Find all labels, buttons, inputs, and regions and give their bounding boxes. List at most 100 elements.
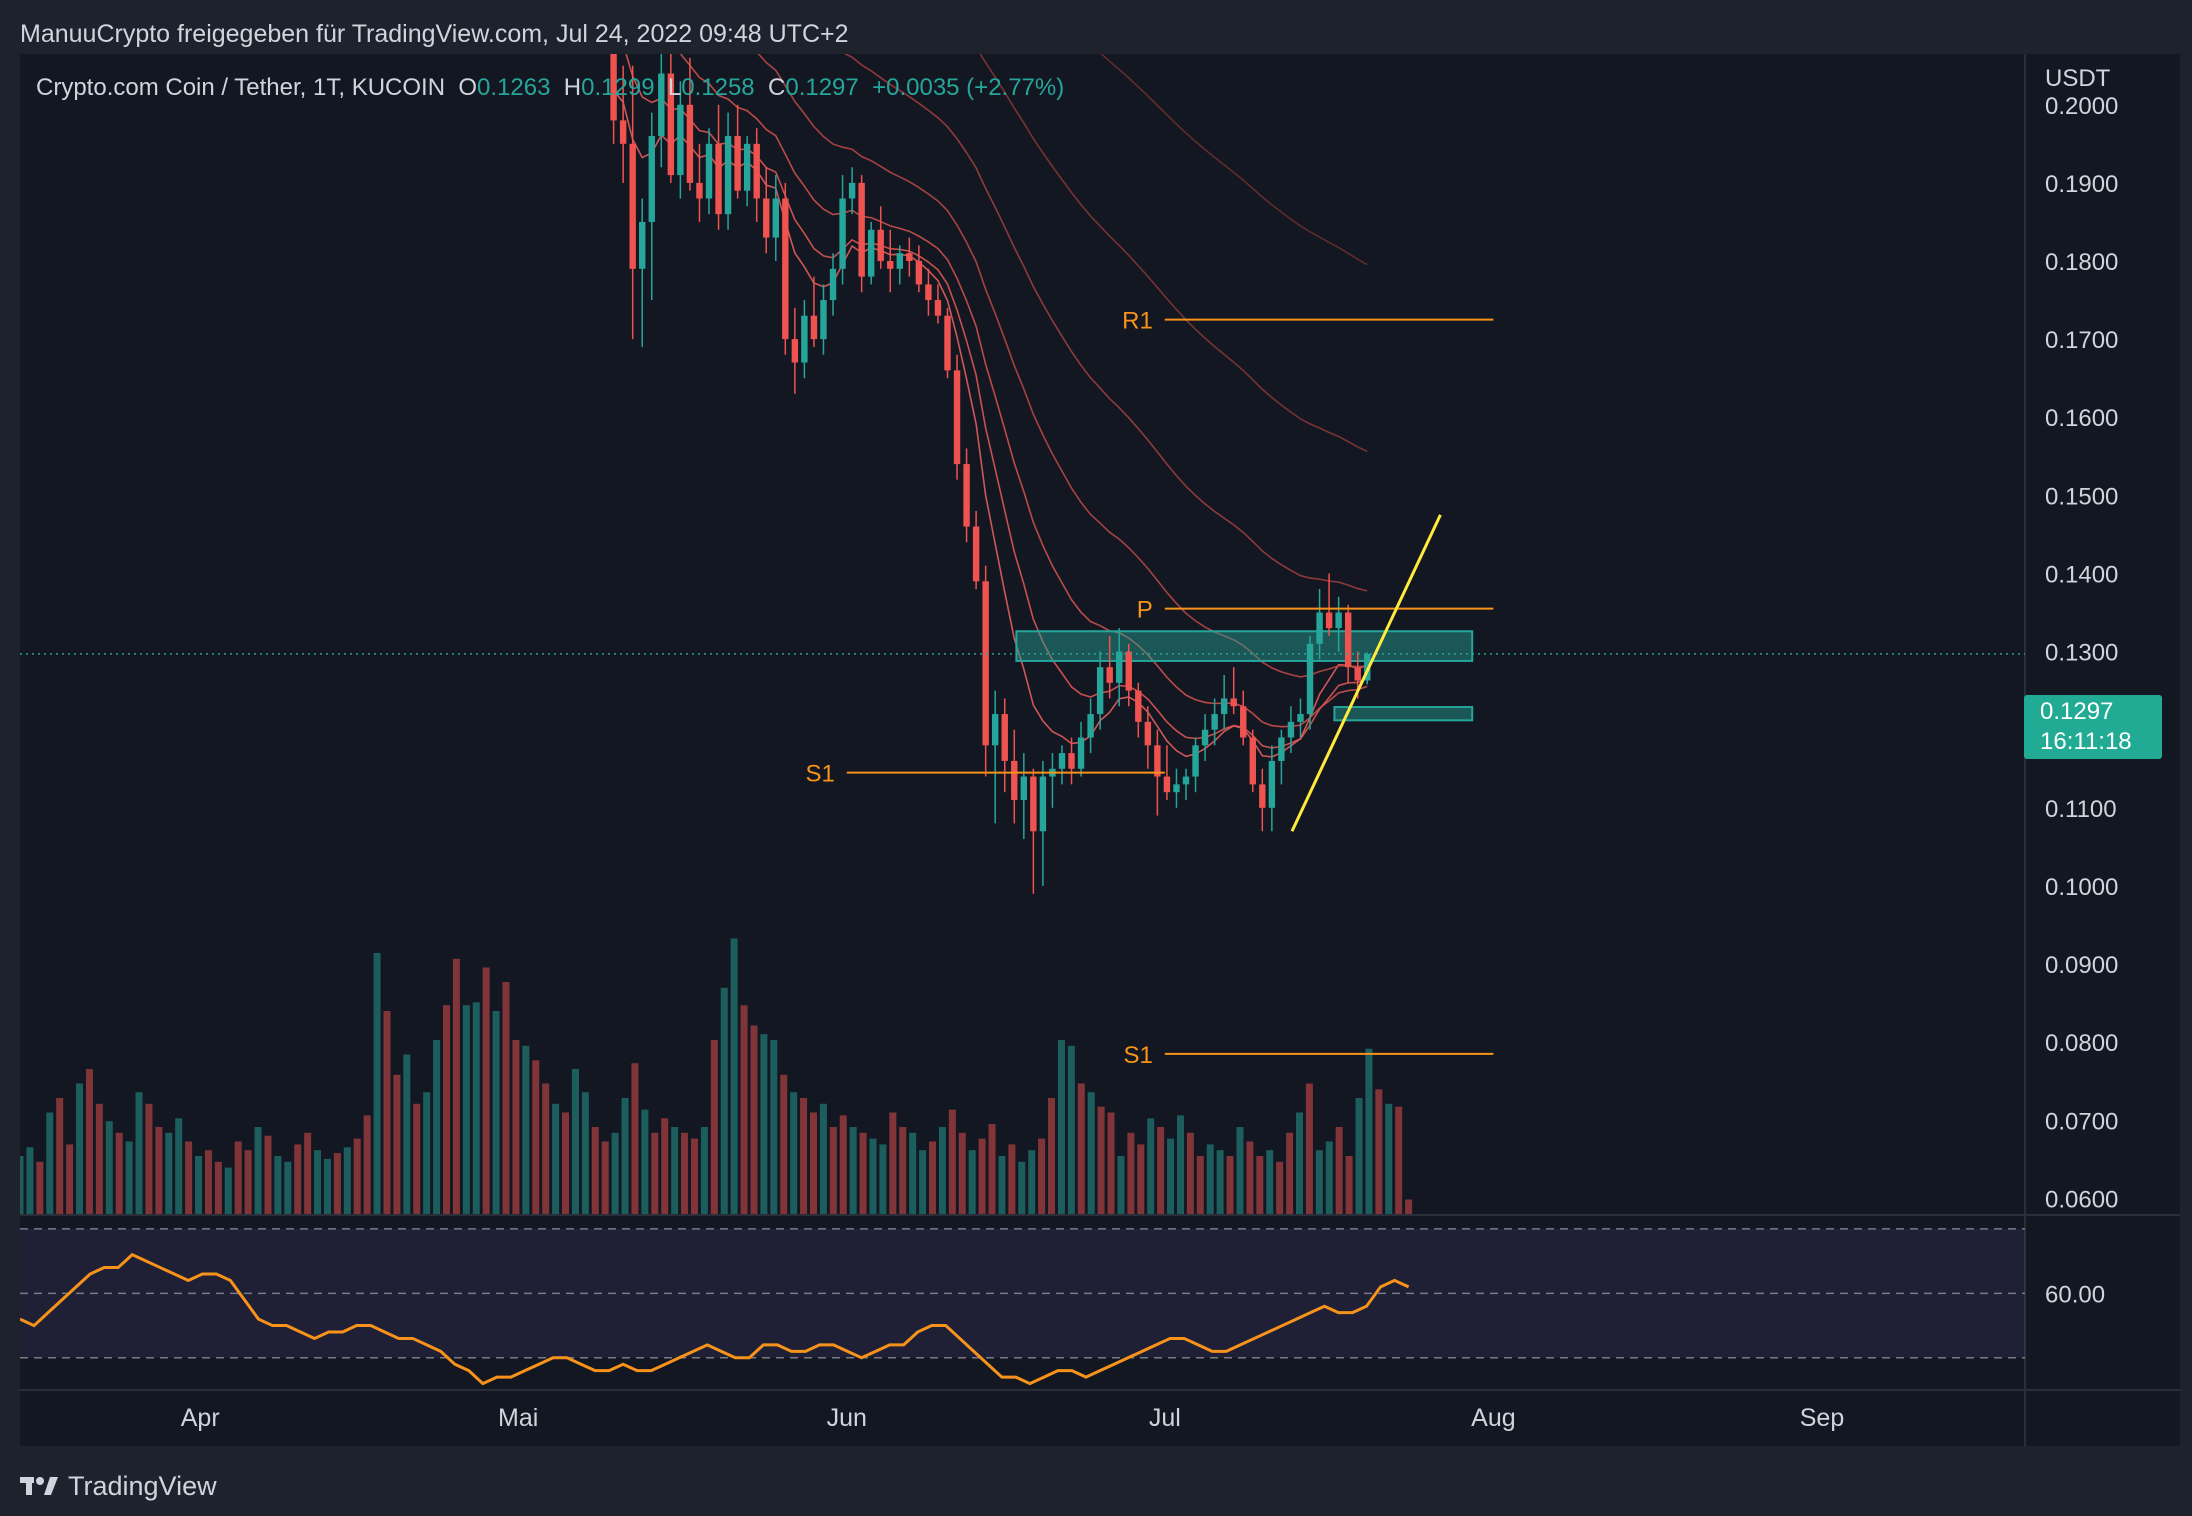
volume-bar bbox=[125, 1141, 133, 1214]
volume-bar bbox=[790, 1092, 798, 1214]
time-tick-aug: Aug bbox=[1471, 1404, 1515, 1432]
volume-bar bbox=[681, 1132, 689, 1214]
volume-bar bbox=[462, 1005, 470, 1214]
volume-bar bbox=[115, 1132, 123, 1214]
volume-bar bbox=[839, 1115, 847, 1214]
volume-bar bbox=[66, 1144, 74, 1214]
candle-body bbox=[953, 370, 961, 465]
volume-bar bbox=[1057, 1040, 1065, 1214]
candle-body bbox=[1173, 784, 1180, 793]
volume-bar bbox=[1097, 1106, 1105, 1214]
candle-body bbox=[1125, 651, 1132, 691]
volume-bar bbox=[214, 1161, 222, 1214]
volume-bar bbox=[264, 1135, 272, 1214]
volume-bar bbox=[760, 1034, 768, 1214]
volume-bar bbox=[1137, 1144, 1145, 1214]
pivot-label-r1: R1 bbox=[1122, 308, 1153, 335]
volume-bar bbox=[780, 1074, 788, 1214]
candle-body bbox=[1354, 667, 1361, 681]
volume-bar bbox=[651, 1132, 659, 1214]
footer-brand[interactable]: TradingView bbox=[20, 1466, 217, 1506]
rsi-pane-bg bbox=[20, 1216, 2025, 1390]
candle-body bbox=[1192, 745, 1199, 777]
rsi-line bbox=[20, 1252, 1410, 1386]
volume-bar bbox=[1276, 1161, 1284, 1214]
candle-body bbox=[677, 104, 684, 176]
candle-body bbox=[1163, 776, 1171, 793]
candle-body bbox=[639, 221, 646, 269]
volume-bar bbox=[442, 1005, 450, 1214]
price-tick-12: 0.0800 bbox=[2045, 1030, 2118, 1057]
volume-bar bbox=[1176, 1115, 1184, 1214]
ema-line-34 bbox=[757, 54, 1368, 678]
volume-bar bbox=[1206, 1144, 1214, 1214]
volume-bar bbox=[413, 1103, 421, 1214]
volume-bar bbox=[36, 1161, 44, 1214]
open-value: 0.1263 bbox=[477, 74, 551, 101]
volume-bar bbox=[958, 1132, 966, 1214]
volume-bars bbox=[20, 938, 1413, 1214]
volume-bar bbox=[631, 1063, 639, 1214]
candle-body bbox=[1077, 737, 1085, 769]
volume-bar bbox=[472, 1002, 480, 1214]
pivot-label-s1_lower: S1 bbox=[1123, 1042, 1152, 1069]
tradingview-brand-text: TradingView bbox=[68, 1470, 217, 1501]
volume-bar bbox=[20, 1156, 24, 1214]
time-tick-jun: Jun bbox=[827, 1404, 867, 1432]
volume-bar bbox=[254, 1127, 262, 1214]
candle-body bbox=[610, 54, 617, 121]
volume-bar bbox=[1127, 1132, 1135, 1214]
volume-bar bbox=[710, 1040, 718, 1214]
volume-bar bbox=[611, 1132, 619, 1214]
candle-body bbox=[1306, 643, 1314, 715]
volume-bar bbox=[1048, 1098, 1056, 1214]
candle-body bbox=[906, 253, 913, 262]
low-label: L bbox=[667, 74, 682, 101]
volume-bar bbox=[234, 1141, 242, 1214]
volume-bar bbox=[135, 1092, 143, 1214]
candle-body bbox=[963, 464, 970, 527]
last-price: 0.1297 bbox=[2040, 698, 2114, 725]
time-tick-apr: Apr bbox=[181, 1404, 220, 1432]
volume-bar bbox=[185, 1141, 193, 1214]
ema-line-55 bbox=[843, 54, 1368, 592]
chart-frame[interactable]: R1 P S1 S1 60.00 0.2000 0.1900 0.1800 0.1700 0.… bbox=[20, 54, 2180, 1446]
volume-bar bbox=[433, 1040, 441, 1214]
volume-bar bbox=[1117, 1156, 1125, 1214]
volume-bar bbox=[304, 1132, 312, 1214]
candle-body bbox=[1287, 721, 1295, 738]
candle-body bbox=[801, 315, 808, 363]
volume-bar bbox=[343, 1147, 351, 1214]
candle-body bbox=[648, 136, 655, 222]
volume-bar bbox=[1028, 1150, 1036, 1214]
volume-bar bbox=[700, 1127, 708, 1214]
volume-bar bbox=[879, 1144, 887, 1214]
candle-body bbox=[858, 182, 865, 277]
price-tick-7: 0.1300 bbox=[2045, 640, 2118, 667]
support-zone bbox=[1333, 706, 1474, 722]
volume-bar bbox=[244, 1150, 252, 1214]
pivot-label-p: P bbox=[1137, 597, 1153, 624]
volume-bar bbox=[1335, 1127, 1343, 1214]
volume-bar bbox=[314, 1150, 322, 1214]
volume-bar bbox=[333, 1153, 341, 1214]
candle-body bbox=[896, 253, 903, 269]
bar-countdown: 16:11:18 bbox=[2040, 728, 2132, 755]
chart-canvas[interactable]: R1 P S1 S1 60.00 0.2000 0.1900 0.1800 0.1700 0.… bbox=[20, 54, 2180, 1446]
candle-body bbox=[686, 104, 694, 183]
candle-body bbox=[1058, 753, 1066, 769]
volume-bar bbox=[373, 953, 381, 1214]
candle-body bbox=[887, 261, 894, 269]
candle-body bbox=[820, 300, 827, 340]
candle-body bbox=[1240, 706, 1247, 738]
ema-line-144 bbox=[1100, 54, 1368, 266]
volume-bar bbox=[1008, 1144, 1016, 1214]
candle-body bbox=[1135, 690, 1142, 722]
candle-body bbox=[1001, 714, 1008, 761]
volume-bar bbox=[363, 1115, 371, 1214]
volume-bar bbox=[1325, 1141, 1333, 1214]
volume-bar bbox=[522, 1045, 530, 1214]
volume-bar bbox=[909, 1132, 917, 1214]
time-tick-jul: Jul bbox=[1149, 1404, 1181, 1432]
volume-bar bbox=[482, 967, 490, 1214]
